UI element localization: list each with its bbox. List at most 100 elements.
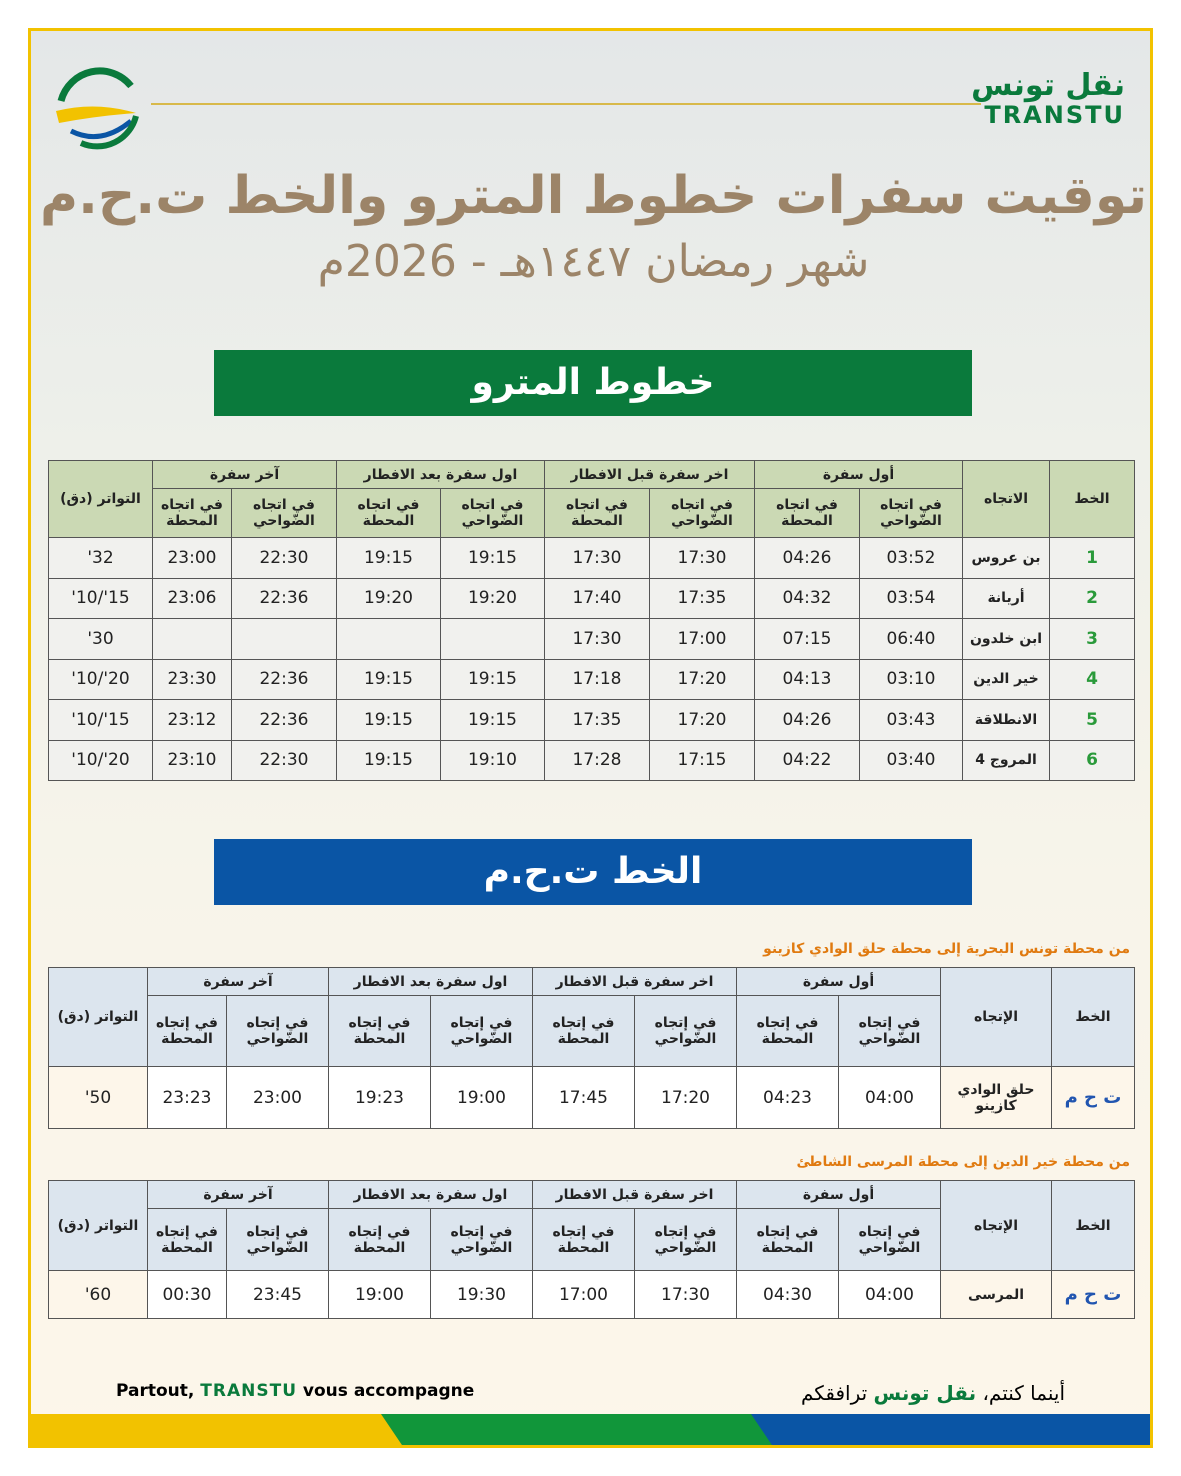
frequency: 32'	[48, 537, 153, 579]
departure-time: 17:20	[649, 699, 755, 741]
departure-time: 19:15	[335, 658, 441, 700]
frequency: 50'	[48, 1066, 148, 1129]
departure-time: 22:30	[230, 739, 337, 781]
departure-time: 04:00	[838, 1270, 941, 1319]
departure-time: 17:35	[649, 577, 755, 619]
metro-banner: خطوط المترو	[214, 350, 972, 416]
departure-time: 19:15	[335, 537, 441, 579]
header-to-station: في إتجاه المحطة	[327, 1208, 431, 1271]
departure-time: 00:30	[146, 1270, 227, 1319]
departure-time: 03:43	[859, 699, 963, 741]
header-first-after-iftar: اول سفرة بعد الافطار	[335, 460, 545, 489]
header-first-after-iftar: اول سفرة بعد الافطار	[327, 967, 533, 996]
direction: ابن خلدون	[962, 618, 1050, 660]
departure-time: 03:10	[859, 658, 963, 700]
header-to-suburbs: في إتجاه الضّواحي	[429, 1208, 533, 1271]
footer-arabic: أينما كنتم، نقل تونس ترافقكم	[801, 1381, 1065, 1405]
header-last-before-iftar: اخر سفرة قبل الافطار	[531, 1180, 738, 1209]
header-to-suburbs: في اتجاه الضّواحي	[439, 488, 545, 538]
departure-time: 17:15	[649, 739, 755, 781]
departure-time: 04:13	[754, 658, 860, 700]
page-title: توقيت سفرات خطوط المترو والخط ت.ح.م	[40, 166, 1147, 226]
departure-time: 17:30	[649, 537, 755, 579]
header-line: الخط	[1049, 460, 1135, 538]
line-number: 4	[1049, 658, 1135, 700]
header-to-suburbs: في إتجاه الضّواحي	[225, 1208, 329, 1271]
footer-ar-suffix: ترافقكم	[800, 1381, 868, 1405]
footer-fr-suffix: vous accompagne	[302, 1381, 475, 1401]
tcm-route-caption-1: من محطة تونس البحرية إلى محطة حلق الوادي…	[763, 941, 1130, 957]
frequency: 15'/10'	[48, 577, 153, 619]
header-to-station: في اتجاه المحطة	[335, 488, 441, 538]
header-to-station: في اتجاه المحطة	[543, 488, 651, 538]
header-to-suburbs: في إتجاه الضّواحي	[838, 995, 941, 1067]
departure-time: 23:10	[151, 739, 232, 781]
transtu-logo: نقل تونس TRANSTU	[971, 68, 1125, 130]
departure-time: 17:30	[543, 618, 651, 660]
departure-time: 17:45	[531, 1066, 636, 1129]
tcm-route-caption-2: من محطة خير الدين إلى محطة المرسى الشاطئ	[796, 1154, 1130, 1170]
departure-time: 19:15	[439, 658, 545, 700]
departure-time: 23:06	[151, 577, 232, 619]
departure-time: 22:36	[230, 658, 337, 700]
departure-time: 06:40	[859, 618, 963, 660]
departure-time: 04:26	[754, 537, 860, 579]
line-number: ت ح م	[1051, 1066, 1135, 1129]
table-row: 2 أريانة 03:54 04:32 17:35 17:40 19:20 19:20 22:…	[48, 577, 1135, 619]
departure-time: 03:40	[859, 739, 963, 781]
departure-time: 03:54	[859, 577, 963, 619]
header-to-station: في إتجاه المحطة	[146, 1208, 227, 1271]
header-rule	[151, 103, 981, 105]
departure-time: 17:18	[543, 658, 651, 700]
header-last: آخر سفرة	[151, 460, 337, 489]
logo-arabic: نقل تونس	[971, 68, 1125, 103]
header-to-suburbs: في اتجاه الضّواحي	[859, 488, 963, 538]
departure-time: 04:22	[754, 739, 860, 781]
departure-time: 19:20	[439, 577, 545, 619]
departure-time: 22:36	[230, 699, 337, 741]
footer-french: Partout, TRANSTU vous accompagne	[116, 1381, 474, 1401]
header-to-station: في إتجاه المحطة	[327, 995, 431, 1067]
frequency: 20'/10'	[48, 739, 153, 781]
departure-time: 17:40	[543, 577, 651, 619]
header-line: الخط	[1051, 1180, 1135, 1271]
header-last: آخر سفرة	[146, 967, 329, 996]
departure-time: 19:10	[439, 739, 545, 781]
header-to-station: في إتجاه المحطة	[146, 995, 227, 1067]
metro-timetable: الخط الاتجاه أول سفرة اخر سفرة قبل الافطار ا…	[48, 460, 1135, 781]
frequency: 60'	[48, 1270, 148, 1319]
direction: أريانة	[962, 577, 1050, 619]
tcm-banner: الخط ت.ح.م	[214, 839, 972, 905]
departure-time: 23:30	[151, 658, 232, 700]
departure-time	[335, 618, 441, 660]
page-subtitle: شهر رمضان ١٤٤٧هـ - 2026م	[317, 236, 870, 287]
header-first-after-iftar: اول سفرة بعد الافطار	[327, 1180, 533, 1209]
direction: المروج 4	[962, 739, 1050, 781]
departure-time	[151, 618, 232, 660]
departure-time: 23:00	[151, 537, 232, 579]
direction: الانطلاقة	[962, 699, 1050, 741]
header-to-suburbs: في اتجاه الضّواحي	[230, 488, 337, 538]
header-to-station: في إتجاه المحطة	[531, 995, 636, 1067]
departure-time: 04:30	[736, 1270, 839, 1319]
header-frequency: التواتر (دق)	[48, 1180, 148, 1271]
footer-fr-brand: TRANSTU	[200, 1381, 297, 1401]
header-first: أول سفرة	[736, 1180, 941, 1209]
departure-time: 19:00	[429, 1066, 533, 1129]
table-row: ت ح م حلق الوادي كازينو 04:00 04:23 17:20 17:…	[48, 1066, 1135, 1129]
departure-time: 23:45	[225, 1270, 329, 1319]
header-to-suburbs: في إتجاه الضّواحي	[429, 995, 533, 1067]
line-number: 1	[1049, 537, 1135, 579]
logo-latin: TRANSTU	[984, 101, 1125, 129]
departure-time: 17:28	[543, 739, 651, 781]
direction: بن عروس	[962, 537, 1050, 579]
line-number: 5	[1049, 699, 1135, 741]
departure-time: 19:15	[439, 699, 545, 741]
departure-time: 19:15	[335, 699, 441, 741]
departure-time: 22:36	[230, 577, 337, 619]
header-to-suburbs: في إتجاه الضّواحي	[225, 995, 329, 1067]
line-number: 6	[1049, 739, 1135, 781]
departure-time: 07:15	[754, 618, 860, 660]
header-to-station: في إتجاه المحطة	[531, 1208, 636, 1271]
departure-time: 17:00	[649, 618, 755, 660]
